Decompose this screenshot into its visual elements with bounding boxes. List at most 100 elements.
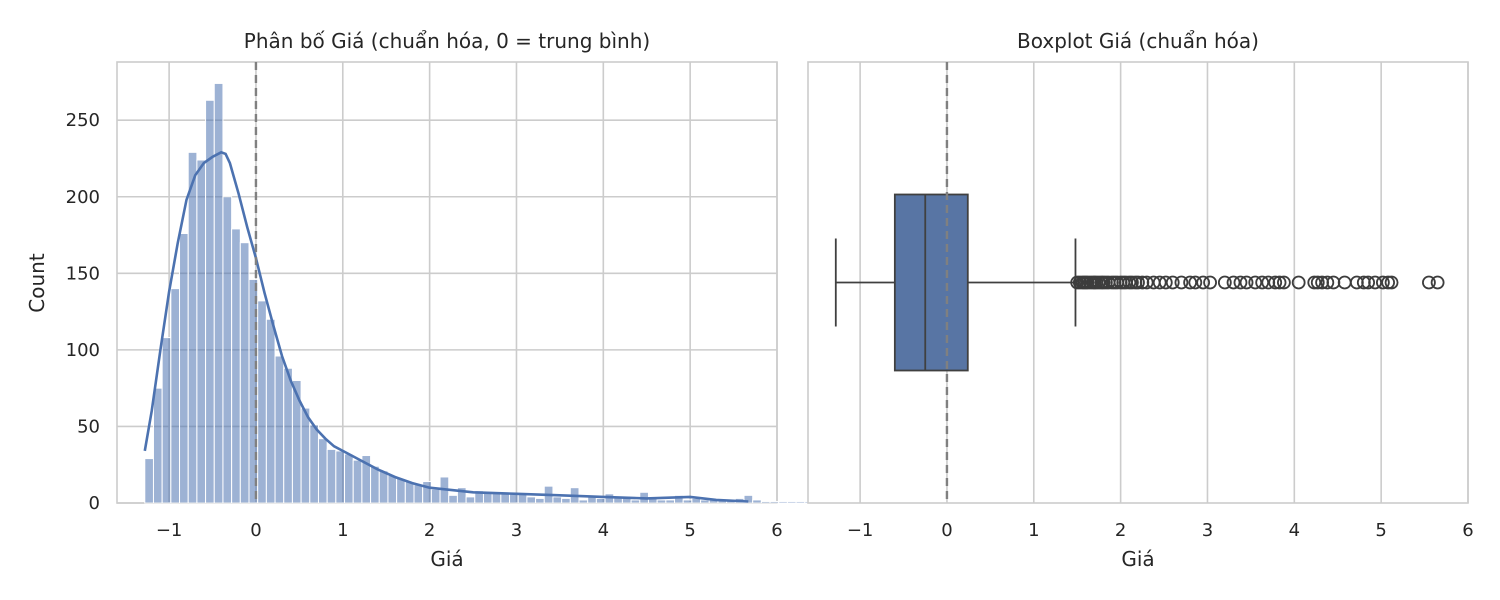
histogram-y-tick-label: 100 bbox=[66, 340, 100, 361]
histogram-x-tick-label: 3 bbox=[511, 520, 522, 541]
histogram-bar bbox=[778, 500, 788, 504]
histogram-x-tick-label: 0 bbox=[250, 520, 261, 541]
boxplot-outlier-point bbox=[1188, 275, 1203, 290]
boxplot-outlier-point bbox=[1368, 275, 1382, 290]
boxplot-x-tick-labels: −1 0 1 2 3 4 5 6 bbox=[847, 520, 1474, 541]
histogram-bar bbox=[422, 481, 432, 504]
histogram-bar bbox=[239, 242, 250, 504]
boxplot-outlier-point bbox=[1320, 275, 1335, 290]
boxplot-outlier-point bbox=[1276, 275, 1291, 290]
histogram-y-tick-label: 50 bbox=[77, 416, 100, 437]
histogram-bar bbox=[257, 300, 267, 504]
histogram-bar bbox=[413, 484, 424, 504]
boxplot-outlier-point bbox=[1139, 275, 1154, 290]
histogram-bar bbox=[448, 494, 458, 504]
histogram-bar bbox=[760, 500, 771, 504]
boxplot-title: Boxplot Giá (chuẩn hóa) bbox=[1017, 29, 1259, 53]
histogram-y-tick-label: 150 bbox=[66, 263, 100, 284]
boxplot-x-tick-label: 5 bbox=[1375, 520, 1386, 541]
boxplot-x-tick-label: 2 bbox=[1115, 520, 1126, 541]
histogram-bar bbox=[370, 465, 380, 504]
histogram-bar bbox=[795, 500, 806, 504]
boxplot-outlier-point bbox=[1248, 275, 1263, 290]
boxplot-outlier-point bbox=[1361, 275, 1376, 290]
boxplot-x-tick-label: 0 bbox=[941, 520, 952, 541]
boxplot-outliers bbox=[1070, 275, 1445, 290]
histogram-bar bbox=[656, 499, 667, 504]
histogram-bar bbox=[743, 494, 754, 504]
histogram-x-tick-label: 4 bbox=[598, 520, 609, 541]
boxplot-outlier-point bbox=[1226, 275, 1241, 290]
histogram-bar bbox=[526, 496, 537, 504]
boxplot-outlier-point bbox=[1217, 275, 1232, 290]
boxplot-outlier-point bbox=[1125, 275, 1139, 290]
histogram-bar bbox=[396, 478, 406, 504]
histogram-bar bbox=[682, 499, 693, 504]
histogram-bar bbox=[378, 470, 389, 504]
boxplot-x-tick-label: −1 bbox=[847, 520, 874, 541]
boxplot-outlier-point bbox=[1233, 275, 1248, 290]
histogram-bar bbox=[674, 494, 684, 504]
boxplot-outlier-point bbox=[1272, 275, 1287, 290]
boxplot-outlier-point bbox=[1158, 275, 1173, 290]
histogram-bars bbox=[144, 82, 832, 504]
histogram-kde-curve bbox=[143, 150, 749, 503]
histogram-bar bbox=[309, 424, 319, 504]
histogram-bar bbox=[786, 500, 797, 504]
histogram-bar bbox=[335, 450, 346, 504]
histogram-bar bbox=[152, 387, 163, 504]
histogram-bar bbox=[213, 82, 224, 504]
boxplot-outlier-point bbox=[1174, 275, 1189, 290]
histogram-bar bbox=[196, 159, 207, 504]
histogram-bar bbox=[179, 233, 189, 504]
histogram-x-tick-label: 5 bbox=[684, 520, 695, 541]
boxplot-outlier-point bbox=[1375, 275, 1390, 290]
histogram-y-tick-label: 250 bbox=[66, 110, 100, 131]
boxplot-x-tick-label: 6 bbox=[1462, 520, 1473, 541]
boxplot-x-tick-label: 1 bbox=[1028, 520, 1039, 541]
histogram-bar bbox=[535, 497, 545, 504]
histogram-bar bbox=[300, 407, 311, 504]
histogram-x-tick-label: 1 bbox=[337, 520, 348, 541]
histogram-y-tick-label: 200 bbox=[66, 187, 100, 208]
histogram-bar bbox=[161, 337, 172, 504]
boxplot-panel: −1 0 1 2 3 4 5 6 Boxplot Giá (chuẩn hóa) Giá bbox=[807, 29, 1474, 571]
boxplot-outlier-point bbox=[1183, 275, 1198, 290]
histogram-x-tick-label: −1 bbox=[156, 520, 183, 541]
histogram-x-tick-label: 2 bbox=[424, 520, 435, 541]
boxplot-x-tick-label: 4 bbox=[1289, 520, 1300, 541]
boxplot-x-tick-label: 3 bbox=[1202, 520, 1213, 541]
histogram-x-tick-label: 6 bbox=[771, 520, 782, 541]
boxplot-outlier-point bbox=[1255, 275, 1270, 290]
histogram-bar bbox=[404, 481, 415, 504]
boxplot-outlier-point bbox=[1422, 275, 1436, 290]
boxplot-outlier-point bbox=[1203, 275, 1217, 290]
histogram-bar bbox=[352, 459, 363, 504]
boxplot-outlier-point bbox=[1268, 275, 1283, 290]
histogram-bar bbox=[231, 228, 241, 504]
histogram-bar bbox=[509, 493, 519, 504]
histogram-panel: −1 0 1 2 3 4 5 6 0 50 100 150 200 250 Phân bố Giá (c… bbox=[25, 29, 832, 571]
boxplot-outlier-point bbox=[1291, 275, 1306, 290]
boxplot-outlier-point bbox=[1384, 275, 1399, 290]
histogram-bar bbox=[561, 497, 571, 504]
histogram-bar bbox=[752, 499, 762, 504]
histogram-bar bbox=[170, 288, 181, 504]
histogram-y-tick-labels: 0 50 100 150 200 250 bbox=[66, 110, 100, 514]
boxplot-marks bbox=[834, 193, 1077, 372]
boxplot-outlier-point bbox=[1196, 275, 1211, 290]
histogram-bar bbox=[700, 499, 710, 504]
histogram-bar bbox=[595, 497, 606, 504]
boxplot-outlier-point bbox=[1152, 275, 1167, 290]
boxplot-outlier-point bbox=[1239, 275, 1254, 290]
histogram-bar bbox=[456, 487, 467, 504]
boxplot-outlier-point bbox=[1430, 275, 1445, 290]
histogram-bar bbox=[283, 367, 293, 504]
histogram-y-tick-label: 0 bbox=[89, 493, 100, 514]
histogram-bar bbox=[552, 496, 563, 504]
histogram-bar bbox=[326, 448, 337, 504]
histogram-bar bbox=[187, 151, 198, 504]
histogram-bar bbox=[317, 438, 328, 504]
histogram-bar bbox=[769, 500, 780, 504]
